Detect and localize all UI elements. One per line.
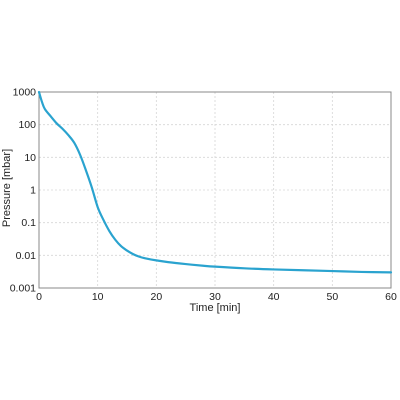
x-tick-label: 0	[36, 291, 42, 303]
x-tick-label: 40	[268, 291, 280, 303]
x-tick-label: 20	[150, 291, 162, 303]
x-axis-label: Time [min]	[190, 302, 241, 314]
y-tick-label: 0.001	[10, 283, 36, 295]
y-tick-label: 0.01	[16, 250, 37, 262]
x-tick-label: 60	[385, 291, 397, 303]
y-axis-label: Pressure [mbar]	[1, 149, 13, 227]
x-tick-labels: 0 10 20 30 40 50 60	[36, 291, 397, 303]
pressure-series-line	[37, 90, 393, 274]
y-tick-label: 10	[24, 152, 36, 164]
x-tick-label: 30	[209, 291, 221, 303]
x-tick-label: 50	[326, 291, 338, 303]
y-tick-label: 100	[18, 119, 36, 131]
y-tick-label: 1	[30, 185, 36, 197]
y-tick-labels: 0.001 0.01 0.1 1 10 100 1000	[10, 87, 36, 295]
y-tick-label: 1000	[13, 87, 37, 99]
plot-frame	[38, 91, 392, 289]
series-layer	[37, 90, 393, 274]
x-tick-label: 10	[92, 291, 104, 303]
y-tick-label: 0.1	[21, 217, 36, 229]
